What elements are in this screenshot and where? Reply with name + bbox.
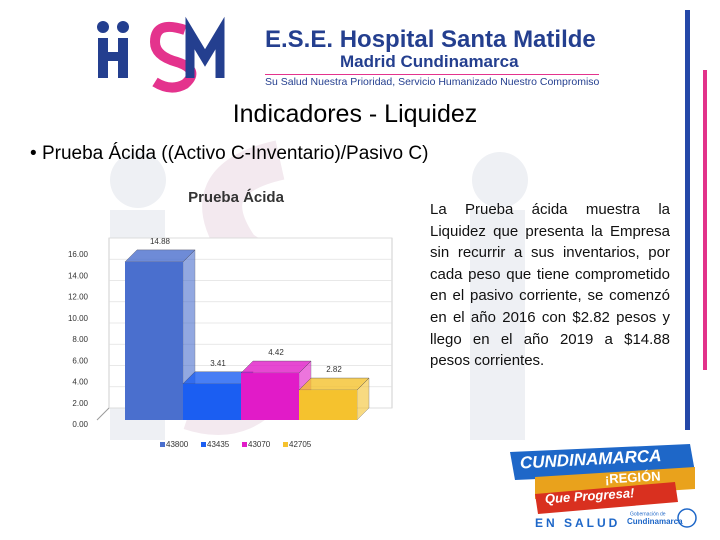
- legend-swatch: [201, 442, 206, 447]
- badge-text: Que Progresa!: [544, 485, 635, 506]
- bar: [125, 261, 183, 420]
- gov-seal: [677, 508, 697, 528]
- legend-swatch: [242, 442, 247, 447]
- motto: Su Salud Nuestra Prioridad, Servicio Hum…: [265, 74, 600, 88]
- legend-label: 42705: [289, 440, 312, 449]
- stripe: [685, 10, 690, 430]
- slide-title: Indicadores - Liquidez: [232, 100, 478, 128]
- chart-title: Prueba Ácida: [188, 189, 285, 206]
- hospital-name: E.S.E. Hospital Santa Matilde: [265, 26, 596, 53]
- y-tick-label: 14.00: [68, 271, 89, 280]
- data-label: 3.41: [210, 359, 226, 368]
- y-tick-label: 8.00: [72, 335, 88, 344]
- badge-text: EN SALUD: [535, 516, 620, 530]
- y-tick-label: 6.00: [72, 356, 88, 365]
- y-tick-label: 2.00: [72, 399, 88, 408]
- legend-label: 43070: [248, 440, 271, 449]
- y-tick-label: 16.00: [68, 250, 89, 259]
- gov-text: Cundinamarca: [627, 517, 683, 526]
- bar-top: [240, 360, 312, 374]
- legend-label: 43800: [166, 440, 189, 449]
- bullet: • Prueba Ácida ((Activo C-Inventario)/Pa…: [30, 143, 429, 164]
- badge-band: [535, 482, 678, 514]
- y-tick-label: 4.00: [72, 378, 88, 387]
- stripe: [703, 70, 707, 370]
- bullet-text: Prueba Ácida ((Activo C-Inventario)/Pasi…: [41, 143, 429, 164]
- bar-top: [124, 249, 196, 263]
- bar: [299, 390, 357, 420]
- y-tick-label: 0.00: [72, 420, 88, 429]
- y-tick-label: 12.00: [68, 293, 89, 302]
- data-label: 14.88: [150, 237, 171, 246]
- paragraph: La Prueba ácida muestra la Liquidez que …: [430, 201, 670, 370]
- bar-top: [298, 377, 370, 391]
- gov-text: Gobernación de: [630, 511, 666, 517]
- hospital-place: Madrid Cundinamarca: [340, 52, 519, 71]
- badge: CUNDINAMARCA ¡REGIÓN Que Progresa! EN SA…: [510, 444, 697, 530]
- legend-swatch: [160, 442, 165, 447]
- logo: [97, 16, 225, 93]
- bar: [183, 383, 241, 420]
- axis-line: [96, 407, 110, 421]
- data-label: 2.82: [326, 365, 342, 374]
- legend-label: 43435: [207, 440, 230, 449]
- y-tick-label: 10.00: [68, 314, 89, 323]
- data-label: 4.42: [268, 348, 284, 357]
- bar: [241, 373, 299, 420]
- legend-swatch: [283, 442, 288, 447]
- badge-text: ¡REGIÓN: [605, 469, 661, 487]
